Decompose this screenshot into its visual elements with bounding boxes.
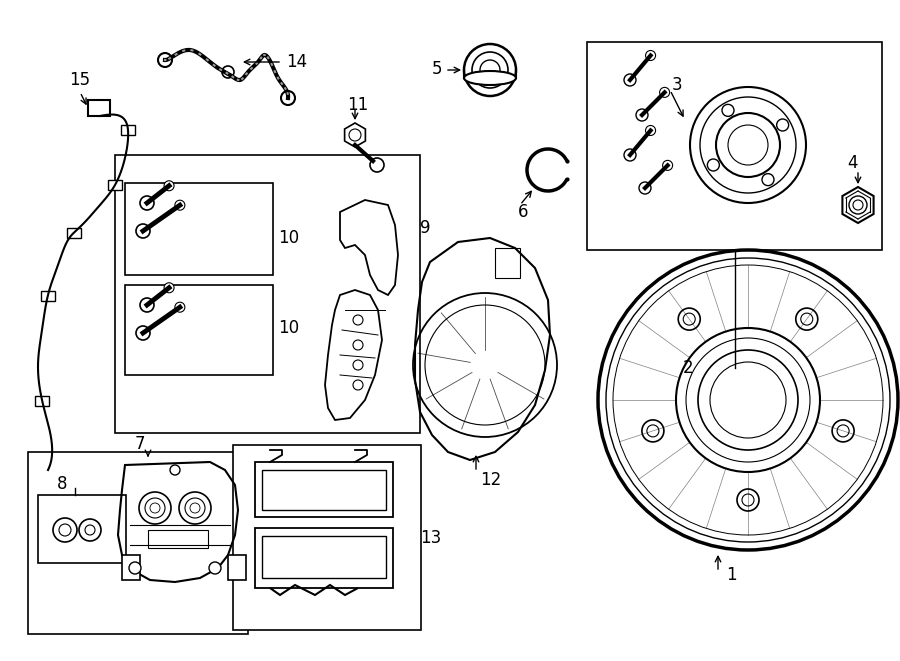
Circle shape: [796, 308, 818, 330]
Text: 3: 3: [672, 76, 682, 94]
Circle shape: [164, 180, 174, 191]
Circle shape: [175, 200, 184, 210]
Circle shape: [353, 360, 363, 370]
Circle shape: [679, 308, 700, 330]
Circle shape: [139, 492, 171, 524]
Circle shape: [370, 158, 384, 172]
Bar: [262, 470, 386, 510]
Text: 13: 13: [420, 529, 441, 547]
Circle shape: [662, 161, 672, 171]
Circle shape: [676, 328, 820, 472]
Bar: [262, 536, 386, 578]
Circle shape: [660, 87, 670, 97]
Circle shape: [353, 380, 363, 390]
Circle shape: [777, 119, 788, 131]
Bar: [35, 397, 50, 407]
Circle shape: [222, 66, 234, 78]
Circle shape: [140, 196, 154, 210]
Circle shape: [832, 420, 854, 442]
Bar: [121, 125, 135, 135]
Text: 6: 6: [518, 203, 528, 221]
Circle shape: [598, 250, 898, 550]
Bar: [255, 462, 393, 517]
Circle shape: [164, 283, 174, 293]
Text: 10: 10: [278, 229, 299, 247]
Circle shape: [353, 340, 363, 350]
Bar: [88, 100, 110, 116]
Bar: [587, 42, 882, 250]
Bar: [228, 555, 246, 580]
Bar: [28, 452, 248, 634]
Text: 5: 5: [431, 60, 442, 78]
Polygon shape: [345, 123, 365, 147]
Circle shape: [645, 50, 655, 61]
Circle shape: [762, 174, 774, 186]
Bar: [108, 180, 122, 190]
Bar: [122, 555, 140, 580]
Text: 10: 10: [278, 319, 299, 337]
Circle shape: [624, 74, 636, 86]
Circle shape: [722, 104, 734, 116]
Bar: [67, 227, 81, 237]
Text: 8: 8: [57, 475, 68, 493]
Bar: [125, 183, 273, 275]
Circle shape: [716, 113, 780, 177]
Circle shape: [698, 350, 798, 450]
Circle shape: [636, 109, 648, 121]
Bar: [148, 530, 208, 548]
Circle shape: [136, 326, 150, 340]
Circle shape: [53, 518, 77, 542]
Circle shape: [170, 465, 180, 475]
Circle shape: [642, 420, 664, 442]
Circle shape: [129, 562, 141, 574]
Circle shape: [624, 149, 636, 161]
Text: 11: 11: [347, 96, 369, 114]
Circle shape: [140, 298, 154, 312]
Circle shape: [136, 224, 150, 238]
Text: 4: 4: [848, 154, 859, 172]
Circle shape: [79, 519, 101, 541]
Bar: [125, 285, 273, 375]
Bar: [38, 495, 126, 563]
Text: 7: 7: [135, 435, 145, 453]
Circle shape: [179, 492, 211, 524]
Circle shape: [281, 91, 295, 105]
Circle shape: [707, 159, 719, 171]
Circle shape: [175, 302, 184, 312]
Text: 2: 2: [683, 359, 694, 377]
Circle shape: [353, 315, 363, 325]
Text: 15: 15: [69, 71, 91, 89]
Text: 1: 1: [726, 566, 736, 584]
Text: 14: 14: [286, 53, 307, 71]
Circle shape: [464, 44, 516, 96]
Circle shape: [158, 53, 172, 67]
Circle shape: [209, 562, 221, 574]
Bar: [255, 528, 393, 588]
Text: 12: 12: [480, 471, 501, 489]
Bar: [115, 155, 420, 433]
Bar: [40, 291, 55, 301]
Circle shape: [639, 182, 651, 194]
Circle shape: [645, 126, 655, 136]
Circle shape: [690, 87, 806, 203]
Circle shape: [737, 489, 759, 511]
Polygon shape: [842, 187, 874, 223]
Text: 9: 9: [420, 219, 430, 237]
Bar: [233, 445, 421, 630]
Ellipse shape: [464, 71, 516, 85]
